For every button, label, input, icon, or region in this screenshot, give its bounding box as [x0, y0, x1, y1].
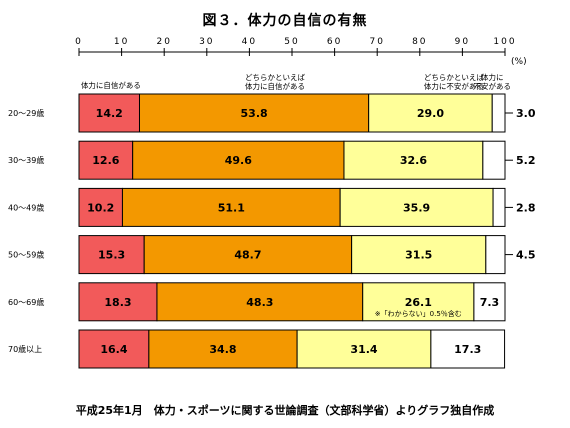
data-label: 10.2: [87, 201, 114, 214]
bar-segment-2: [132, 140, 345, 180]
data-label: 34.8: [209, 343, 236, 356]
data-label: 48.7: [234, 249, 261, 262]
bar-segment-2: [121, 187, 341, 227]
data-label: 12.6: [92, 154, 119, 167]
data-label: 2.8: [516, 201, 536, 214]
legend-label: 体力に: [481, 72, 504, 82]
x-tick-label: 0: [75, 37, 83, 47]
data-label: 15.3: [98, 249, 125, 262]
bar-segment-2: [148, 329, 298, 369]
x-tick-label: 70: [369, 37, 384, 47]
x-tick-label: 10: [114, 37, 129, 47]
data-label: 3.0: [516, 107, 536, 120]
category-label: 60～69歳: [8, 297, 44, 307]
data-label: 26.1: [405, 296, 432, 309]
bar-segment-4: [482, 140, 506, 180]
annotation-note: ※「わからない」0.5％含む: [375, 309, 462, 318]
bar-segment-1: [78, 187, 123, 227]
legend-label: 体力に不安がある: [424, 81, 484, 91]
bar-segment-3: [343, 140, 484, 180]
bar-segment-4: [473, 282, 506, 322]
data-label: 48.3: [246, 296, 273, 309]
legend-label: 不安がある: [473, 81, 511, 91]
data-label: 7.3: [480, 296, 500, 309]
source-note: 平成25年1月 体力・スポーツに関する世論調査（文部科学省）よりグラフ独自作成: [75, 404, 495, 417]
legend-label: どちらかといえば: [424, 73, 484, 82]
x-tick-label: 50: [284, 37, 299, 47]
x-axis-unit: (%): [511, 57, 527, 67]
data-label: 35.9: [403, 201, 430, 214]
category-label: 70歳以上: [8, 344, 42, 354]
bar-segment-2: [143, 235, 353, 275]
bar-segment-1: [78, 329, 150, 369]
data-label: 53.8: [241, 107, 268, 120]
category-label: 30～39歳: [8, 155, 44, 165]
x-tick-label: 30: [199, 37, 214, 47]
data-label: 5.2: [516, 154, 536, 167]
data-label: 29.0: [417, 107, 444, 120]
category-label: 20～29歳: [8, 108, 44, 118]
x-tick-label: 100: [493, 37, 516, 47]
x-tick-label: 90: [455, 37, 470, 47]
page-title: 図３．体力の自信の有無: [202, 13, 368, 29]
data-label: 17.3: [454, 343, 481, 356]
data-label: 51.1: [218, 201, 245, 214]
bar-segment-4: [485, 235, 506, 275]
bar-segment-1: [78, 235, 145, 275]
data-label: 16.4: [100, 343, 127, 356]
bar-segment-1: [78, 282, 158, 322]
bar-segment-2: [156, 282, 364, 322]
category-label: 50～59歳: [8, 250, 44, 260]
legend-label: 体力に自信がある: [245, 81, 305, 91]
data-label: 31.5: [405, 249, 432, 262]
bar-segment-4: [492, 187, 506, 227]
data-label: 14.2: [96, 107, 123, 120]
legend-label: どちらかといえば: [245, 73, 305, 82]
data-label: 18.3: [104, 296, 131, 309]
x-tick-label: 60: [327, 37, 342, 47]
bar-segment-1: [78, 140, 134, 180]
bar-segment-3: [296, 329, 432, 369]
bar-segment-3: [339, 187, 494, 227]
category-label: 40～49歳: [8, 202, 44, 212]
data-label: 32.6: [400, 154, 427, 167]
x-tick-label: 20: [156, 37, 171, 47]
data-label: 31.4: [350, 343, 377, 356]
bar-segment-4: [430, 329, 506, 369]
x-tick-label: 80: [412, 37, 427, 47]
data-label: 49.6: [225, 154, 252, 167]
bar-segment-4: [491, 93, 506, 133]
data-label: 4.5: [516, 249, 536, 262]
x-tick-label: 40: [242, 37, 257, 47]
legend-label: 体力に自信がある: [81, 80, 141, 90]
bar-segment-3: [368, 93, 493, 133]
bar-segment-3: [362, 282, 475, 322]
